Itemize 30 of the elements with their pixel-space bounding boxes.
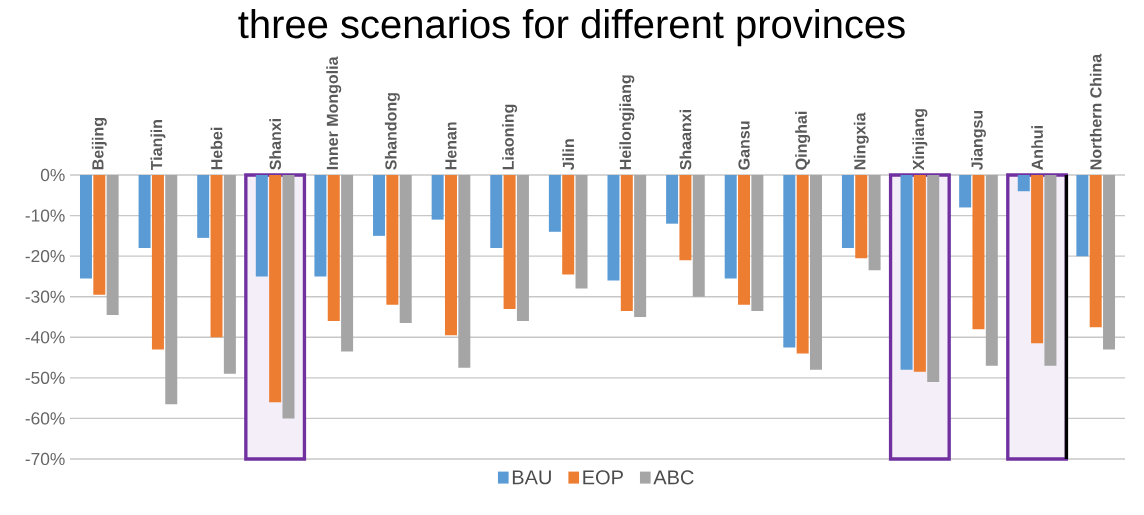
- y-tick-label: -40%: [25, 331, 65, 344]
- y-tick-label: -50%: [25, 371, 65, 384]
- x-tick-label: Shaanxi: [679, 110, 692, 170]
- x-tick-label: Shandong: [384, 93, 400, 170]
- x-tick-label: Xinjiang: [912, 109, 928, 171]
- legend-label: BAU: [512, 470, 551, 485]
- x-tick-label: Gansu: [738, 121, 750, 170]
- x-tick-label: Jilin: [562, 139, 575, 171]
- x-tick-label: Jiangsu: [971, 110, 986, 171]
- x-tick-label: Ningxia: [853, 112, 869, 170]
- y-tick-label: 0%: [40, 168, 65, 182]
- x-tick-label: Liaoning: [502, 104, 518, 170]
- x-tick-label: Beijing: [91, 118, 107, 170]
- x-tick-label: Inner Mongolia: [326, 56, 342, 170]
- x-tick-label: Shanxi: [269, 118, 282, 170]
- y-tick-label: -20%: [25, 250, 65, 263]
- x-tick-label: Henan: [445, 122, 457, 170]
- x-tick-label: Hebei: [210, 127, 223, 170]
- y-tick-label: -60%: [25, 412, 65, 425]
- legend-label: ABC: [653, 470, 694, 485]
- y-tick-label: -30%: [25, 290, 65, 303]
- y-tick-label: -10%: [25, 209, 65, 222]
- legend-label: EOP: [583, 470, 623, 485]
- y-tick-label: -70%: [25, 452, 65, 466]
- x-tick-label: Heilongjiang: [619, 75, 635, 170]
- x-tick-label: Qinghai: [795, 111, 811, 170]
- chart-title: three scenarios for different provinces: [238, 9, 905, 47]
- x-tick-label: Anhui: [1031, 126, 1043, 170]
- x-tick-label: Northern China: [1089, 53, 1102, 170]
- x-tick-label: Tianjin: [150, 120, 166, 171]
